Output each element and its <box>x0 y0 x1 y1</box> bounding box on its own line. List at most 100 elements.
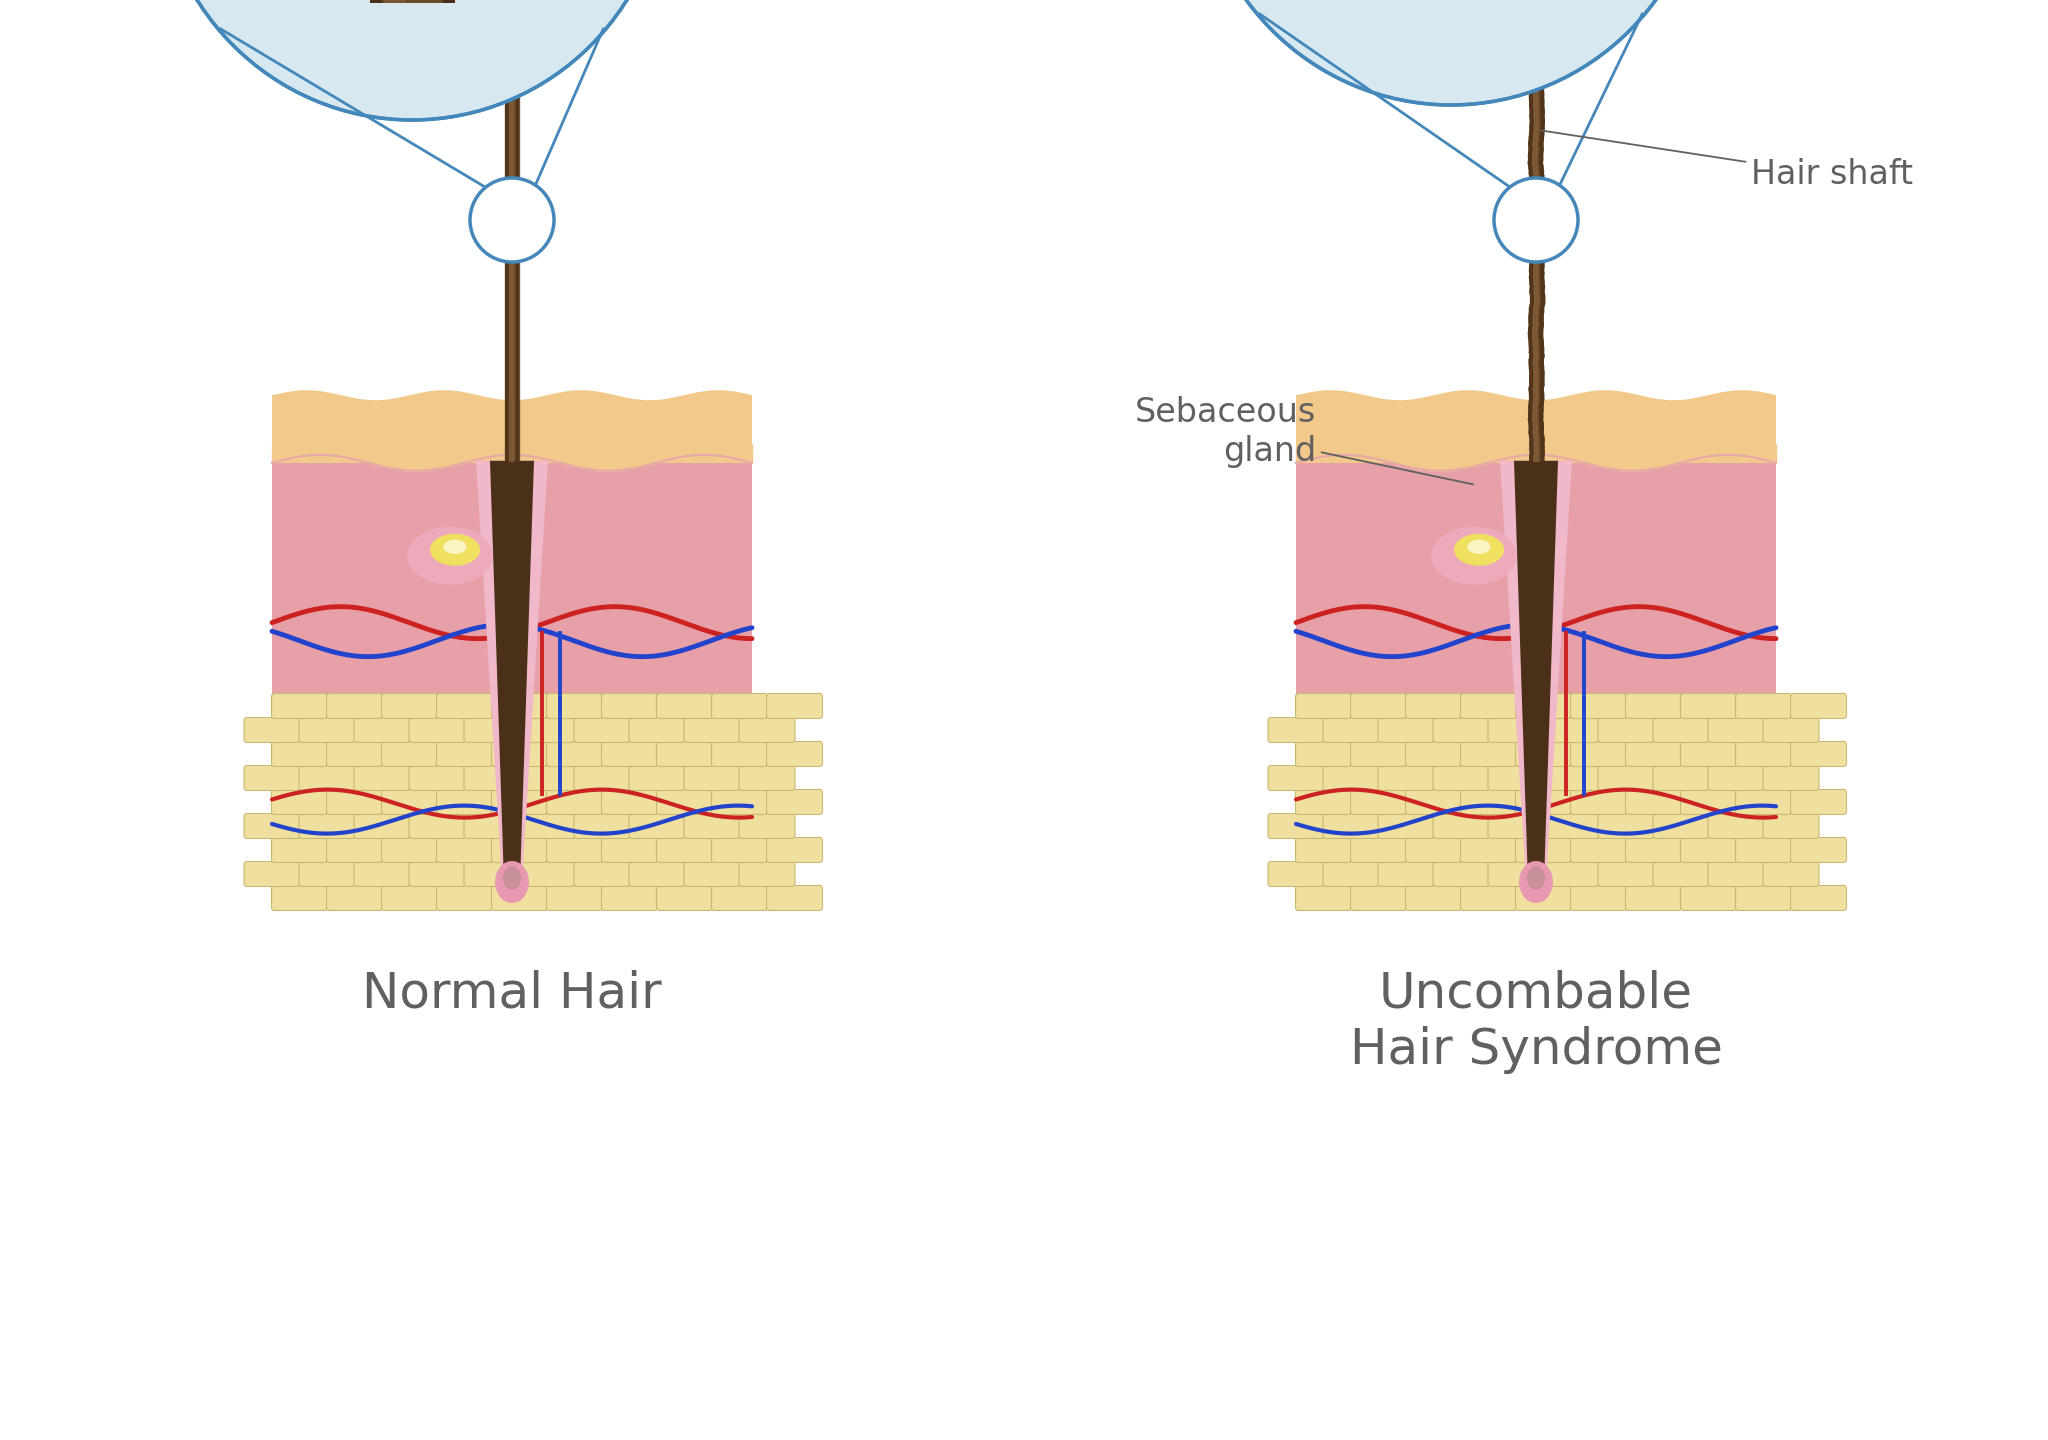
FancyBboxPatch shape <box>1542 717 1599 743</box>
FancyBboxPatch shape <box>547 694 602 719</box>
FancyBboxPatch shape <box>436 789 492 815</box>
FancyBboxPatch shape <box>244 814 299 838</box>
Text: Sebaceous
gland: Sebaceous gland <box>1135 396 1473 484</box>
FancyBboxPatch shape <box>1597 814 1655 838</box>
FancyBboxPatch shape <box>1516 694 1571 719</box>
FancyBboxPatch shape <box>739 766 795 791</box>
FancyBboxPatch shape <box>1708 814 1763 838</box>
FancyBboxPatch shape <box>684 814 739 838</box>
FancyBboxPatch shape <box>1681 694 1737 719</box>
FancyBboxPatch shape <box>518 861 575 887</box>
FancyBboxPatch shape <box>410 861 465 887</box>
FancyBboxPatch shape <box>1378 766 1434 791</box>
FancyBboxPatch shape <box>410 766 465 791</box>
FancyBboxPatch shape <box>1405 694 1462 719</box>
FancyBboxPatch shape <box>1434 814 1489 838</box>
FancyBboxPatch shape <box>1350 694 1407 719</box>
Circle shape <box>469 179 555 262</box>
FancyBboxPatch shape <box>1489 814 1544 838</box>
Polygon shape <box>475 461 549 881</box>
FancyBboxPatch shape <box>1708 861 1763 887</box>
FancyBboxPatch shape <box>354 717 410 743</box>
FancyBboxPatch shape <box>410 814 465 838</box>
FancyBboxPatch shape <box>1681 789 1737 815</box>
FancyBboxPatch shape <box>436 886 492 910</box>
Polygon shape <box>1499 461 1573 881</box>
Bar <box>272 739 752 910</box>
FancyBboxPatch shape <box>602 886 657 910</box>
FancyBboxPatch shape <box>1653 717 1708 743</box>
FancyBboxPatch shape <box>739 717 795 743</box>
FancyBboxPatch shape <box>354 766 410 791</box>
FancyBboxPatch shape <box>492 742 547 766</box>
FancyBboxPatch shape <box>326 742 383 766</box>
Ellipse shape <box>504 865 520 890</box>
Ellipse shape <box>1432 527 1516 585</box>
FancyBboxPatch shape <box>629 766 684 791</box>
FancyBboxPatch shape <box>1489 766 1544 791</box>
FancyBboxPatch shape <box>1350 789 1407 815</box>
Bar <box>272 462 752 739</box>
FancyBboxPatch shape <box>1708 717 1763 743</box>
FancyBboxPatch shape <box>354 861 410 887</box>
FancyBboxPatch shape <box>1790 789 1847 815</box>
FancyBboxPatch shape <box>244 861 299 887</box>
FancyBboxPatch shape <box>1681 838 1737 863</box>
FancyBboxPatch shape <box>1405 838 1462 863</box>
FancyBboxPatch shape <box>381 838 438 863</box>
FancyBboxPatch shape <box>1681 742 1737 766</box>
FancyBboxPatch shape <box>573 814 631 838</box>
FancyBboxPatch shape <box>739 861 795 887</box>
Ellipse shape <box>444 540 467 554</box>
FancyBboxPatch shape <box>1516 838 1571 863</box>
FancyBboxPatch shape <box>299 814 354 838</box>
FancyBboxPatch shape <box>272 789 328 815</box>
FancyBboxPatch shape <box>1460 694 1516 719</box>
FancyBboxPatch shape <box>711 742 768 766</box>
Ellipse shape <box>1528 865 1544 890</box>
FancyBboxPatch shape <box>1681 886 1737 910</box>
FancyBboxPatch shape <box>1571 886 1626 910</box>
FancyBboxPatch shape <box>381 789 438 815</box>
FancyBboxPatch shape <box>1735 742 1792 766</box>
FancyBboxPatch shape <box>1405 886 1462 910</box>
FancyBboxPatch shape <box>1405 789 1462 815</box>
FancyBboxPatch shape <box>547 886 602 910</box>
FancyBboxPatch shape <box>1489 717 1544 743</box>
Ellipse shape <box>408 527 492 585</box>
FancyBboxPatch shape <box>1653 814 1708 838</box>
FancyBboxPatch shape <box>1268 717 1323 743</box>
FancyBboxPatch shape <box>1268 814 1323 838</box>
Bar <box>1296 462 1776 739</box>
FancyBboxPatch shape <box>492 694 547 719</box>
FancyBboxPatch shape <box>1405 742 1462 766</box>
FancyBboxPatch shape <box>1597 717 1655 743</box>
FancyBboxPatch shape <box>1735 694 1792 719</box>
FancyBboxPatch shape <box>326 886 383 910</box>
FancyBboxPatch shape <box>1790 742 1847 766</box>
FancyBboxPatch shape <box>354 814 410 838</box>
FancyBboxPatch shape <box>1735 886 1792 910</box>
FancyBboxPatch shape <box>766 694 823 719</box>
FancyBboxPatch shape <box>492 838 547 863</box>
FancyBboxPatch shape <box>1434 717 1489 743</box>
FancyBboxPatch shape <box>299 861 354 887</box>
FancyBboxPatch shape <box>684 717 739 743</box>
FancyBboxPatch shape <box>1626 838 1681 863</box>
FancyBboxPatch shape <box>1434 861 1489 887</box>
FancyBboxPatch shape <box>1763 766 1819 791</box>
FancyBboxPatch shape <box>1323 861 1378 887</box>
FancyBboxPatch shape <box>465 861 520 887</box>
FancyBboxPatch shape <box>1571 694 1626 719</box>
FancyBboxPatch shape <box>1296 789 1352 815</box>
FancyBboxPatch shape <box>381 742 438 766</box>
FancyBboxPatch shape <box>1542 766 1599 791</box>
FancyBboxPatch shape <box>1378 717 1434 743</box>
FancyBboxPatch shape <box>1763 717 1819 743</box>
FancyBboxPatch shape <box>573 717 631 743</box>
Ellipse shape <box>496 861 528 903</box>
FancyBboxPatch shape <box>1542 814 1599 838</box>
FancyBboxPatch shape <box>711 789 768 815</box>
FancyBboxPatch shape <box>244 717 299 743</box>
FancyBboxPatch shape <box>1296 838 1352 863</box>
